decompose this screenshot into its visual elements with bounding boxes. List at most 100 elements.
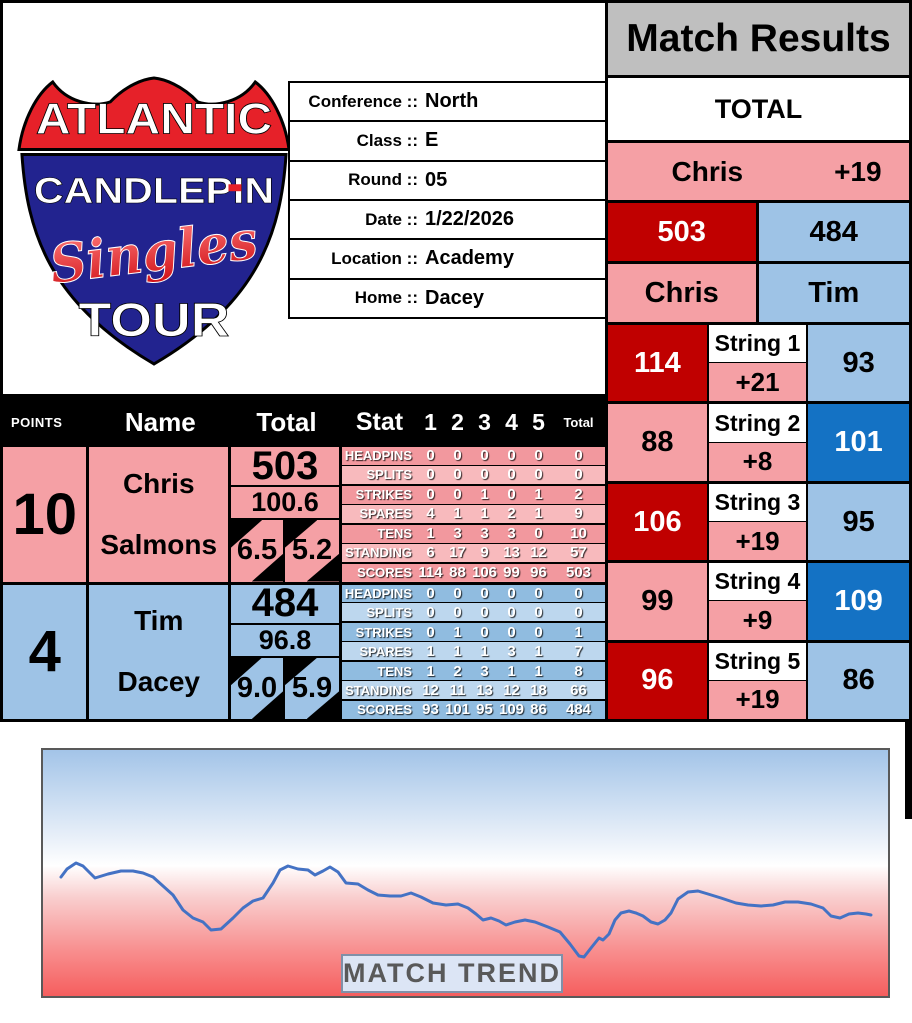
tour-logo: ATLANTIC CANDLEPIN Singles TOUR	[15, 71, 293, 371]
game-number-header: 5	[532, 408, 545, 435]
stat-total: 57	[570, 544, 587, 562]
stat-value: 0	[480, 623, 489, 641]
stat-label: TENS	[377, 526, 412, 542]
stat-value: 0	[507, 486, 516, 504]
stat-row: STRIKES 0 1 0 0 0 1	[342, 621, 605, 642]
player-total-cell: 503 100.6 6.5 5.2	[230, 444, 342, 582]
stat-label: STANDING	[345, 682, 412, 698]
info-row: Round :: 05	[290, 159, 606, 199]
right-border-stub	[905, 722, 912, 819]
stat-value: 6	[426, 544, 435, 562]
p1-string-score: 114	[608, 325, 709, 402]
stat-value: 96	[530, 563, 547, 581]
p2-total: 484	[758, 203, 909, 261]
stat-value: 0	[507, 603, 516, 621]
string-row: 114 String 1 +21 93	[608, 322, 909, 402]
leader-margin: +19	[834, 155, 882, 187]
stat-value: 0	[534, 584, 543, 602]
info-value: E	[425, 129, 439, 152]
interstate-shield-icon: ATLANTIC CANDLEPIN Singles TOUR	[17, 76, 291, 366]
total-pinfall: 484	[230, 581, 339, 625]
game-number-header: 1	[424, 408, 437, 435]
total-label: TOTAL	[608, 78, 909, 140]
stat-value: 1	[426, 525, 435, 543]
string-margin: +19	[708, 680, 807, 720]
panel-title: Match Results	[608, 3, 909, 78]
stat-value: 0	[507, 447, 516, 465]
stat-value: 0	[534, 525, 543, 543]
stat-row: STANDING 12 11 13 12 18 66	[342, 680, 605, 700]
trend-line	[59, 861, 873, 959]
candlepin-i-dash	[228, 184, 242, 192]
average: 96.8	[230, 625, 339, 658]
stat-label: SCORES	[357, 564, 412, 580]
stat-value: 0	[534, 466, 543, 484]
stat-value: 18	[530, 681, 547, 699]
mark-left-cell: 9.0	[231, 657, 285, 719]
string-label: String 5	[708, 642, 807, 681]
stat-label: TENS	[377, 663, 412, 679]
p1-total: 503	[608, 203, 759, 261]
match-trend-chart: MATCH TREND	[41, 748, 890, 998]
stat-value: 114	[418, 563, 443, 581]
stat-total: 8	[574, 662, 583, 680]
stat-value: 109	[498, 701, 525, 719]
stat-value: 1	[534, 505, 543, 523]
string-label: String 4	[708, 563, 807, 602]
stat-value: 0	[426, 486, 435, 504]
leader-row: Chris +19	[608, 140, 909, 200]
stat-value: 3	[507, 642, 516, 660]
player-row-chris: 10 Chris Salmons 503 100.6 6.5 5.2 HEADP…	[3, 444, 605, 582]
stat-value: 12	[422, 681, 439, 699]
string-margin: +8	[708, 442, 807, 481]
stat-label: SPLITS	[366, 467, 412, 483]
average: 100.6	[230, 487, 339, 520]
per-string-marks: 6.5 5.2	[231, 520, 339, 582]
stat-total: 2	[574, 486, 583, 504]
stat-value: 1	[453, 623, 462, 641]
stat-value: 3	[453, 525, 462, 543]
string-margin: +9	[708, 601, 807, 640]
stat-value: 0	[534, 447, 543, 465]
stat-value: 0	[534, 623, 543, 641]
string-mid-cell: String 1 +21	[708, 325, 809, 402]
stat-value: 0	[453, 584, 462, 602]
stat-total: 66	[570, 681, 587, 699]
p2-string-score: 95	[808, 483, 909, 561]
info-label: Conference ::	[308, 91, 418, 111]
p2-name: Tim	[758, 264, 909, 322]
stat-value: 0	[480, 584, 489, 602]
stat-value: 3	[507, 525, 516, 543]
strings-section: 114 String 1 +21 93 88 String 2 +8 101 106 String…	[608, 322, 909, 720]
string-mid-cell: String 2 +8	[708, 404, 809, 481]
leader-name: Chris	[671, 155, 744, 187]
stat-value: 1	[534, 486, 543, 504]
info-value: Dacey	[425, 286, 484, 309]
stat-value: 0	[507, 623, 516, 641]
stat-value: 1	[534, 642, 543, 660]
stat-value: 13	[503, 544, 520, 562]
points-header: POINTS	[11, 414, 63, 430]
stat-row: TENS 1 2 3 1 1 8	[342, 660, 605, 681]
stat-value: 12	[530, 544, 547, 562]
stat-row: STRIKES 0 0 1 0 1 2	[342, 483, 605, 504]
points-value: 4	[3, 584, 90, 719]
stat-label: SPARES	[359, 643, 413, 659]
game-number-header: 4	[505, 408, 518, 435]
player-name-cell: Tim Dacey	[89, 584, 231, 719]
string-row: 99 String 4 +9 109	[608, 560, 909, 640]
stat-total: 1	[574, 623, 583, 641]
total-pinfall: 503	[230, 444, 339, 488]
stat-value: 0	[480, 447, 489, 465]
stat-total: 7	[574, 642, 583, 660]
info-value: 05	[425, 168, 448, 191]
stat-row: SCORES 114 88 106 99 96 503	[342, 561, 605, 582]
stat-value: 3	[480, 662, 489, 680]
stat-value: 2	[507, 505, 516, 523]
stat-total: 503	[565, 563, 592, 581]
stat-value: 0	[453, 447, 462, 465]
stat-label: STRIKES	[355, 624, 412, 640]
game-number-header: 2	[451, 408, 464, 435]
